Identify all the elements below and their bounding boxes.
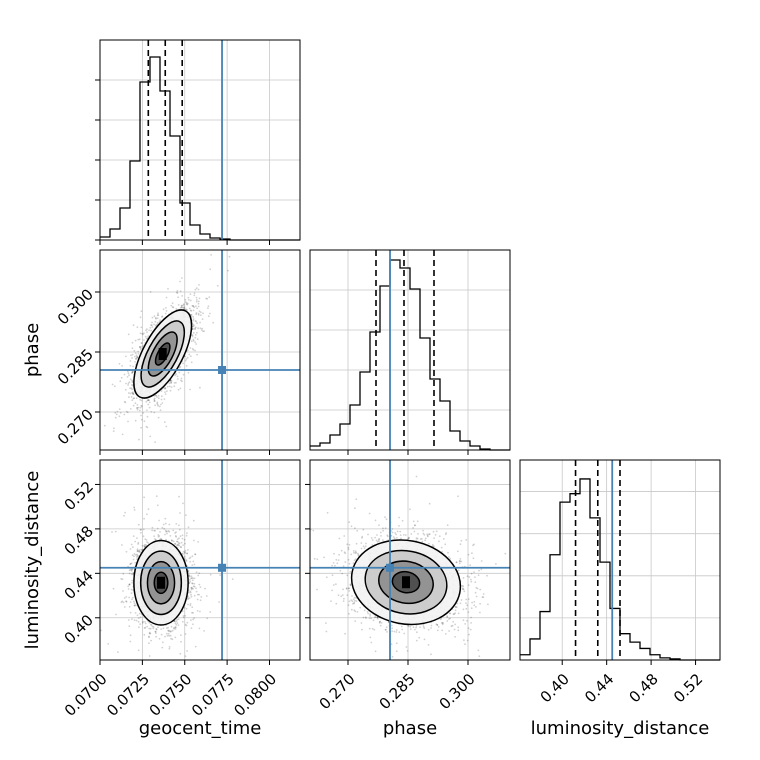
- x-tick-label-luminosity-distance: 0.40: [537, 670, 573, 706]
- y-tick-label-phase: 0.300: [54, 285, 97, 328]
- histogram-steps-luminosity-distance: [520, 478, 720, 661]
- density-peak: [157, 576, 166, 589]
- density-peak: [402, 576, 410, 589]
- histogram-steps-phase: [310, 259, 510, 451]
- truth-marker: [386, 563, 394, 572]
- histogram-panel-luminosity-distance: 0.40 0.44 0.48 0.52: [519, 459, 721, 706]
- y-axis-label-phase: phase: [22, 323, 43, 377]
- x-tick-label-luminosity-distance: 0.44: [581, 670, 617, 706]
- y-axis-label-luminosity-distance: luminosity_distance: [22, 471, 43, 650]
- x-axis-label-geocent-time: geocent_time: [139, 718, 262, 739]
- joint-panel-luminosity-distance-vs-geocent-time: 0.40 0.44 0.48 0.52 0.07000.07250.07500.0775…: [61, 459, 301, 720]
- x-tick-label-geocent-time: 0.0750: [146, 670, 196, 720]
- y-tick-label-phase: 0.285: [54, 345, 97, 388]
- y-tick-label-phase: 0.270: [54, 405, 97, 448]
- x-tick-label-phase: 0.270: [316, 670, 359, 713]
- x-tick-label-geocent-time: 0.0725: [103, 670, 153, 720]
- y-tick-label-luminosity-distance: 0.52: [61, 478, 97, 514]
- y-tick-label-luminosity-distance: 0.40: [61, 611, 97, 647]
- x-tick-label-phase: 0.285: [376, 670, 419, 713]
- histogram-panel-geocent-time: [95, 39, 301, 245]
- x-tick-label-geocent-time: 0.0775: [188, 670, 238, 720]
- y-tick-label-luminosity-distance: 0.44: [61, 567, 97, 603]
- truth-marker: [218, 563, 227, 572]
- x-axis-label-phase: phase: [383, 718, 437, 739]
- y-tick-label-luminosity-distance: 0.48: [61, 522, 97, 558]
- x-tick-label-phase: 0.300: [436, 670, 479, 713]
- truth-marker: [218, 366, 227, 374]
- joint-panel-phase-vs-geocent-time: 0.270 0.285 0.300: [54, 249, 301, 455]
- x-tick-label-luminosity-distance: 0.52: [670, 670, 706, 706]
- x-tick-label-geocent-time: 0.0800: [230, 670, 280, 720]
- x-tick-label-luminosity-distance: 0.48: [626, 670, 662, 706]
- x-axis-label-luminosity-distance: luminosity_distance: [531, 718, 710, 739]
- histogram-panel-phase: [309, 249, 511, 455]
- density-peak: [158, 348, 167, 360]
- x-tick-label-geocent-time: 0.0700: [61, 670, 111, 720]
